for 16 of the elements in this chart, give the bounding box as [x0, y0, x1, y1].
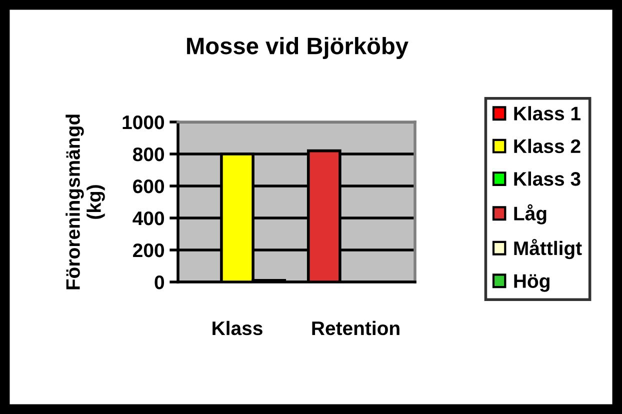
legend-label: Hög [514, 274, 550, 292]
y-axis-title: Föroreningsmängd (kg) [66, 114, 105, 290]
y-tick-label: 400 [132, 211, 164, 226]
legend-label: Klass 1 [514, 106, 581, 120]
y-tick-label: 600 [133, 179, 164, 194]
x-tick-label: Retention [312, 320, 400, 336]
x-tick-label: Klass [212, 320, 262, 336]
legend-label: Måttligt [514, 238, 582, 260]
y-tick-label: 200 [133, 243, 164, 258]
y-tick-label: 0 [154, 275, 164, 290]
chart-title: Mosse vid Björköby [187, 36, 408, 60]
y-tick-label: 1000 [122, 115, 164, 130]
legend-label: Klass 2 [514, 138, 580, 154]
legend-label: Klass 3 [514, 172, 580, 186]
legend-label: Låg [514, 204, 546, 224]
y-tick-label: 800 [132, 147, 164, 162]
